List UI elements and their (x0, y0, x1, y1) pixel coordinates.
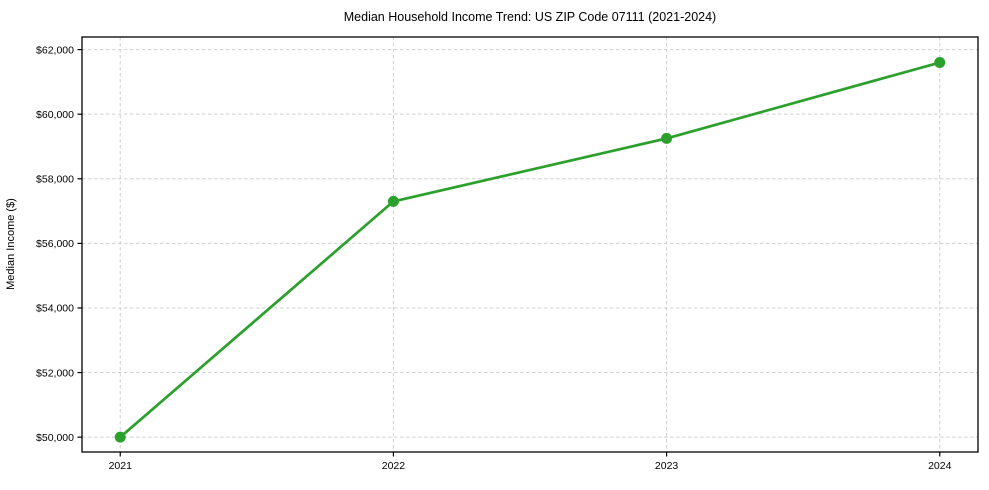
x-tick-label: 2021 (109, 460, 133, 472)
chart-title: Median Household Income Trend: US ZIP Co… (344, 10, 716, 24)
y-tick-label: $62,000 (36, 44, 74, 56)
data-point-2024 (934, 57, 946, 69)
y-tick-label: $52,000 (36, 367, 74, 379)
x-tick-label: 2023 (655, 460, 679, 472)
x-tick-label: 2024 (928, 460, 952, 472)
y-tick-label: $54,000 (36, 303, 74, 315)
y-tick-label: $50,000 (36, 432, 74, 444)
data-point-2021 (114, 431, 126, 443)
trend-line (118, 61, 942, 439)
data-point-2023 (661, 132, 673, 144)
y-tick-label: $58,000 (36, 173, 74, 185)
y-tick-label: $56,000 (36, 238, 74, 250)
y-axis-label: Median Income ($) (5, 198, 17, 290)
plot-border (81, 36, 979, 453)
x-tick-label: 2022 (382, 460, 406, 472)
data-point-2022 (387, 195, 399, 207)
y-tick-label: $60,000 (36, 109, 74, 121)
